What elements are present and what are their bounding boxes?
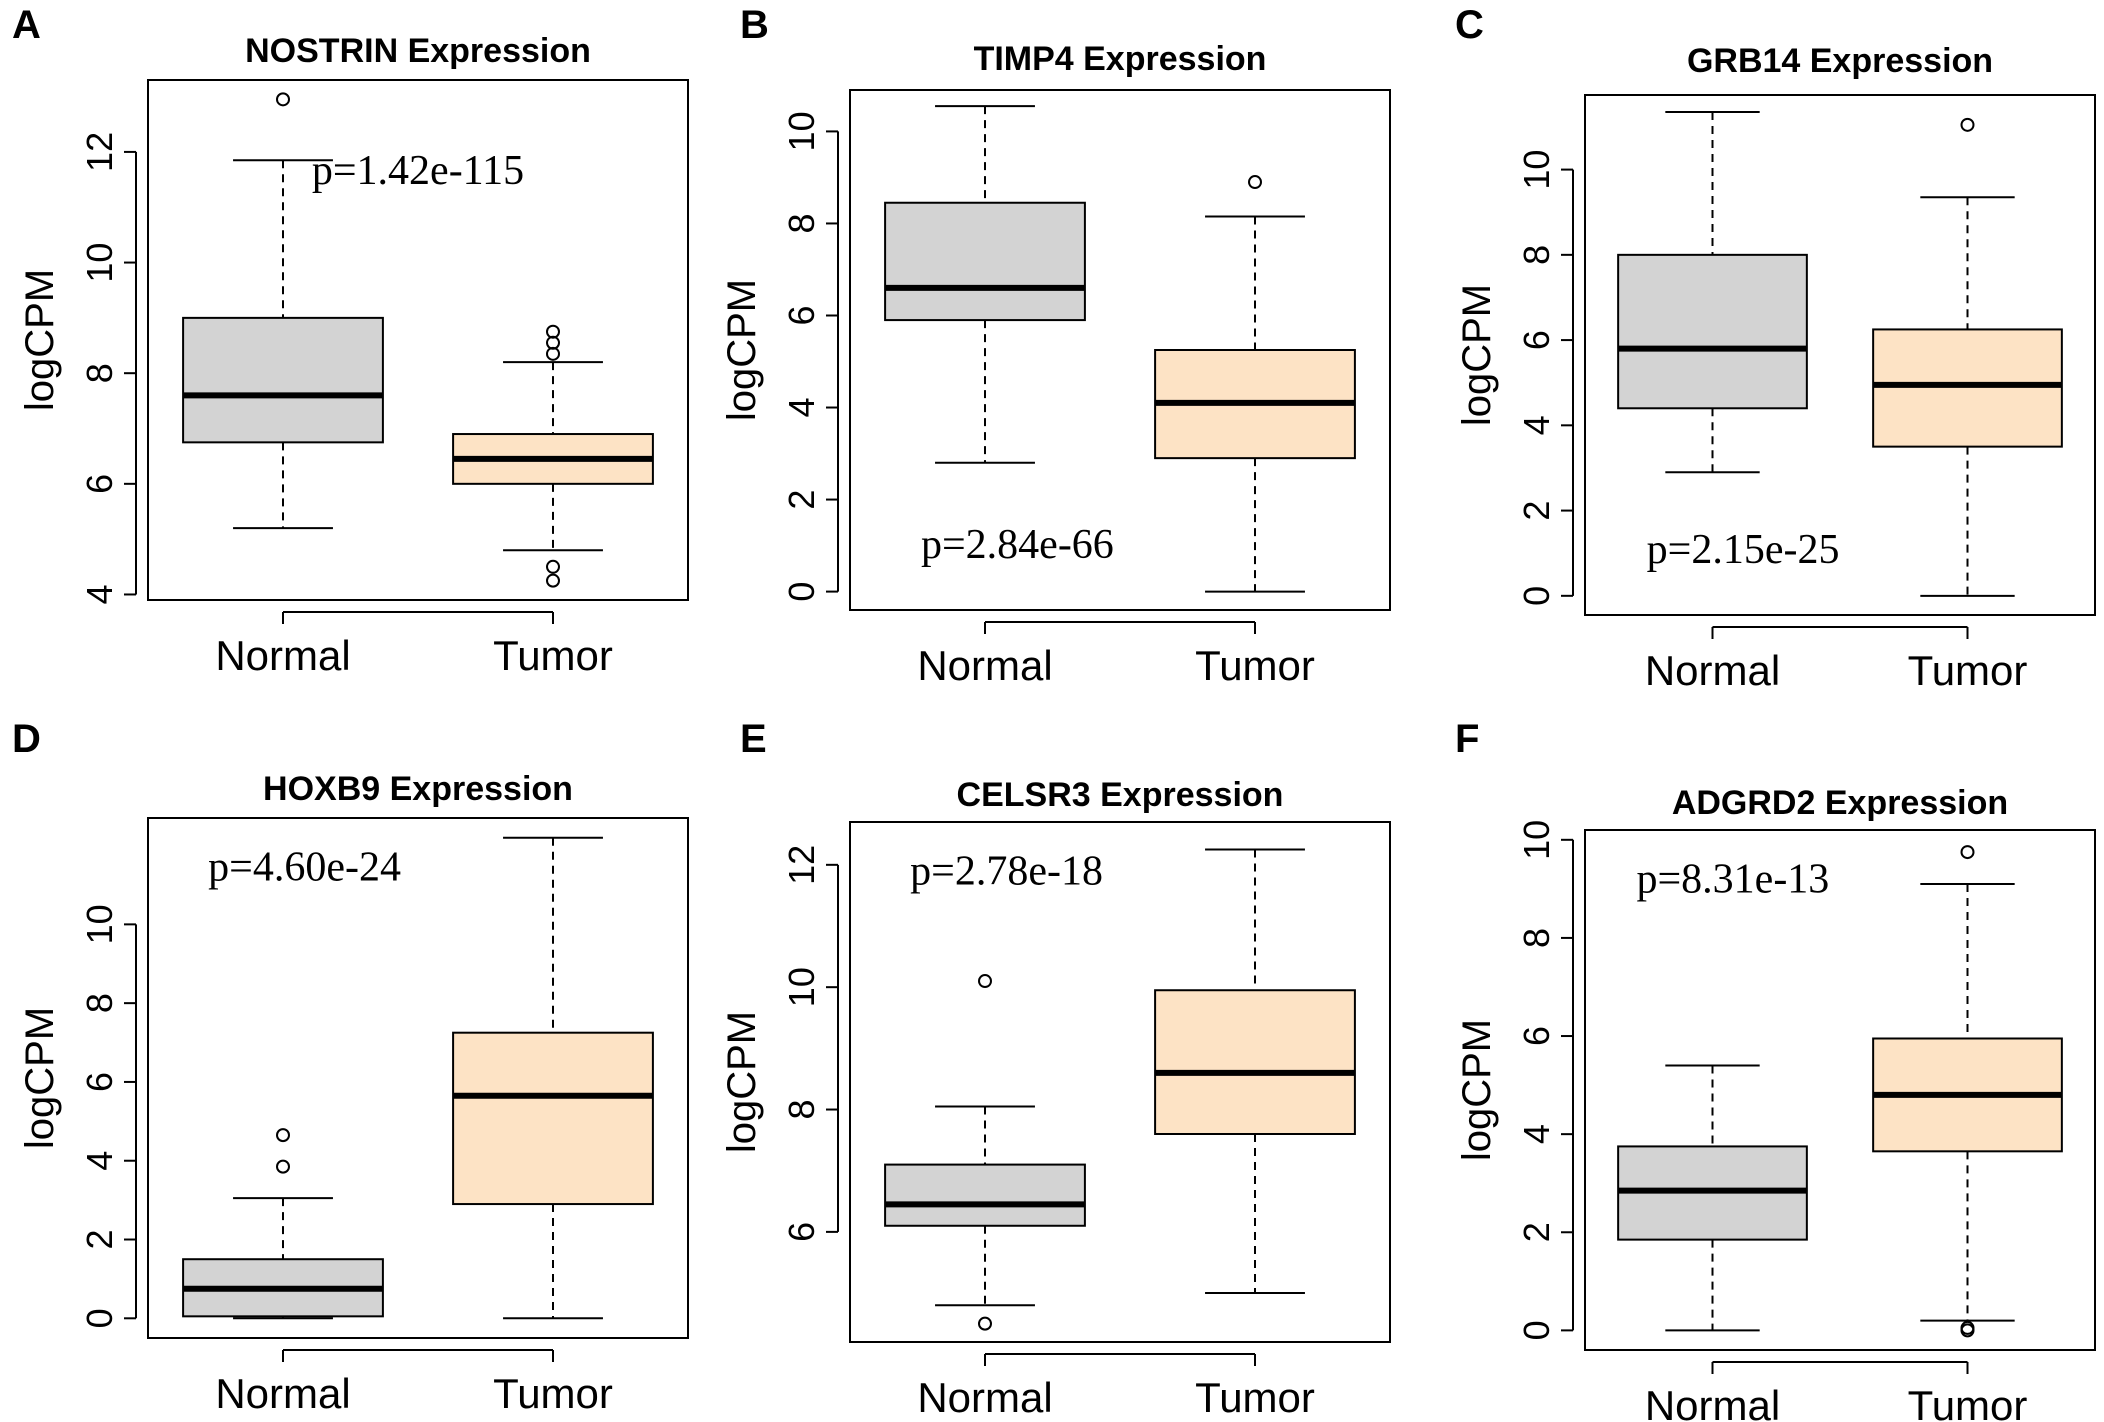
x-tick-label-tumor: Tumor	[493, 632, 613, 679]
outlier-point	[276, 92, 290, 107]
y-axis-label: logCPM	[1455, 284, 1499, 426]
panel-letter-E: E	[740, 717, 767, 761]
y-tick-label: 8	[79, 993, 120, 1013]
outlier-point	[1960, 117, 1975, 132]
y-tick-label: 2	[781, 490, 822, 510]
p-value-label: p=2.15e-25	[1647, 527, 1840, 573]
box-tumor	[1872, 328, 2063, 448]
outlier-point	[1248, 175, 1262, 190]
p-value-label: p=8.31e-13	[1636, 856, 1829, 902]
y-tick-label: 6	[1516, 330, 1557, 350]
box-normal	[182, 316, 384, 444]
plot-frame	[147, 79, 689, 601]
y-axis-label: logCPM	[18, 1007, 62, 1149]
y-tick-label: 10	[79, 904, 120, 944]
y-tick-label: 0	[781, 582, 822, 602]
outlier-point	[546, 573, 560, 588]
outlier-point	[1960, 1323, 1975, 1338]
y-tick-label: 0	[1516, 586, 1557, 606]
y-tick-label: 8	[781, 1100, 822, 1120]
y-tick-label: 4	[1516, 415, 1557, 435]
y-tick-label: 0	[1516, 1320, 1557, 1340]
y-tick-label: 6	[781, 1222, 822, 1242]
outlier-point	[546, 324, 560, 339]
plot-frame	[849, 89, 1391, 611]
p-value-label: p=2.78e-18	[910, 848, 1103, 894]
outlier-point	[978, 974, 992, 989]
x-tick-label-normal: Normal	[215, 1370, 350, 1417]
y-tick-label: 2	[1516, 501, 1557, 521]
panel-letter-D: D	[12, 717, 41, 761]
chart-title-F: ADGRD2 Expression	[1672, 784, 2008, 822]
plot-frame	[849, 821, 1391, 1343]
y-tick-label: 8	[1516, 928, 1557, 948]
plot-frame	[147, 817, 689, 1339]
p-value-label: p=2.84e-66	[921, 522, 1114, 568]
y-tick-label: 12	[781, 845, 822, 885]
y-tick-label: 10	[79, 243, 120, 283]
box-tumor	[1154, 989, 1356, 1135]
box-normal	[1617, 253, 1808, 410]
y-tick-label: 6	[781, 305, 822, 325]
outlier-point	[1960, 845, 1975, 860]
panel-letter-C: C	[1455, 3, 1484, 47]
outlier-point	[978, 1316, 992, 1331]
x-tick-label-tumor: Tumor	[493, 1370, 613, 1417]
chart-title-E: CELSR3 Expression	[957, 776, 1284, 814]
x-tick-label-normal: Normal	[215, 632, 350, 679]
y-tick-label: 2	[1516, 1222, 1557, 1242]
chart-title-B: TIMP4 Expression	[974, 40, 1267, 78]
y-tick-label: 4	[781, 398, 822, 418]
y-tick-label: 4	[79, 1151, 120, 1171]
p-value-label: p=4.60e-24	[208, 844, 401, 890]
x-tick-label-normal: Normal	[1645, 1382, 1780, 1422]
y-tick-label: 10	[781, 967, 822, 1007]
y-tick-label: 0	[79, 1308, 120, 1328]
x-tick-label-tumor: Tumor	[1195, 642, 1315, 689]
y-tick-label: 8	[781, 213, 822, 233]
y-tick-label: 6	[79, 474, 120, 494]
outlier-point	[546, 559, 560, 574]
x-tick-label-normal: Normal	[917, 1374, 1052, 1421]
y-axis-label: logCPM	[720, 1011, 764, 1153]
y-tick-label: 10	[781, 111, 822, 151]
y-tick-label: 2	[79, 1229, 120, 1249]
y-tick-label: 6	[1516, 1026, 1557, 1046]
plot-frame	[1584, 829, 2096, 1351]
panel-letter-A: A	[12, 3, 41, 47]
y-tick-label: 4	[79, 584, 120, 604]
x-tick-label-normal: Normal	[1645, 647, 1780, 694]
box-tumor	[452, 1031, 654, 1206]
x-tick-label-tumor: Tumor	[1908, 1382, 2028, 1422]
x-tick-label-normal: Normal	[917, 642, 1052, 689]
box-normal	[884, 201, 1086, 322]
y-tick-label: 10	[1516, 820, 1557, 860]
y-tick-label: 12	[79, 132, 120, 172]
y-axis-label: logCPM	[720, 279, 764, 421]
outlier-point	[276, 1128, 290, 1143]
chart-title-C: GRB14 Expression	[1687, 42, 1993, 80]
panel-letter-F: F	[1455, 717, 1479, 761]
chart-title-D: HOXB9 Expression	[263, 770, 573, 808]
y-tick-label: 4	[1516, 1124, 1557, 1144]
chart-title-A: NOSTRIN Expression	[245, 32, 591, 70]
x-tick-label-tumor: Tumor	[1195, 1374, 1315, 1421]
y-tick-label: 8	[79, 363, 120, 383]
plot-frame	[1584, 94, 2096, 616]
x-tick-label-tumor: Tumor	[1908, 647, 2028, 694]
outlier-point	[276, 1159, 290, 1174]
y-tick-label: 6	[79, 1072, 120, 1092]
box-normal	[884, 1163, 1086, 1227]
y-axis-label: logCPM	[1455, 1019, 1499, 1161]
panel-letter-B: B	[740, 3, 769, 47]
p-value-label: p=1.42e-115	[312, 148, 524, 194]
y-tick-label: 10	[1516, 150, 1557, 190]
y-axis-label: logCPM	[18, 269, 62, 411]
y-tick-label: 8	[1516, 245, 1557, 265]
